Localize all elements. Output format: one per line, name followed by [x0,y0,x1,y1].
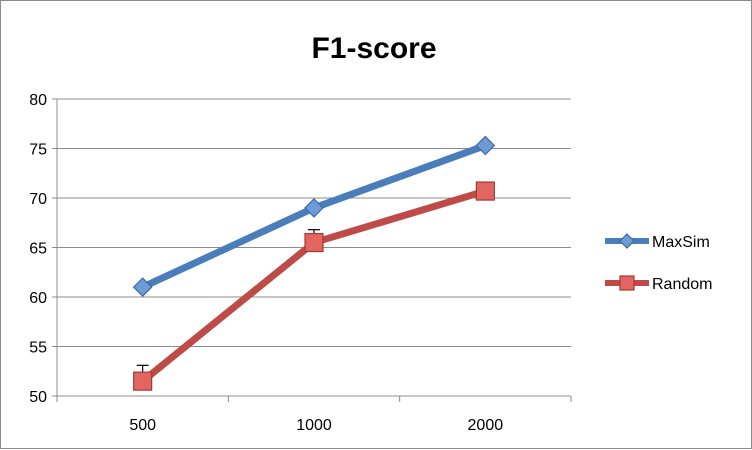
data-point [304,232,324,253]
series-random [133,181,495,391]
legend-marker [619,275,635,291]
gridlines [57,98,571,347]
x-tick-label: 2000 [468,417,504,434]
x-axis-tick-labels: 500 1000 2000 [129,417,503,434]
legend-label: Random [652,276,712,293]
legend-marker [619,233,635,249]
data-point [304,198,324,218]
y-tick-label: 70 [29,191,47,208]
series-maxsim [132,135,496,297]
series-layer [132,135,496,391]
y-tick-label: 80 [29,92,47,109]
data-point [133,371,153,391]
data-point [475,181,495,201]
x-tick-label: 500 [129,417,156,434]
data-point [132,277,153,297]
legend-label: MaxSim [652,234,710,251]
series-line [140,187,487,384]
y-tick-label: 55 [29,340,47,357]
legend-entry-random: Random [605,275,712,293]
y-tick-label: 60 [29,290,47,307]
y-tick-label: 65 [29,241,47,258]
y-axis-tick-labels: 50 55 60 65 70 75 80 [29,92,47,406]
y-tick-label: 75 [29,142,47,159]
x-tick-label: 1000 [296,417,332,434]
axes [52,98,572,402]
legend: MaxSim Random [605,233,712,293]
data-point [475,135,496,156]
legend-entry-maxsim: MaxSim [605,233,710,251]
chart-title: F1-score [311,32,436,65]
y-tick-label: 50 [29,389,47,406]
